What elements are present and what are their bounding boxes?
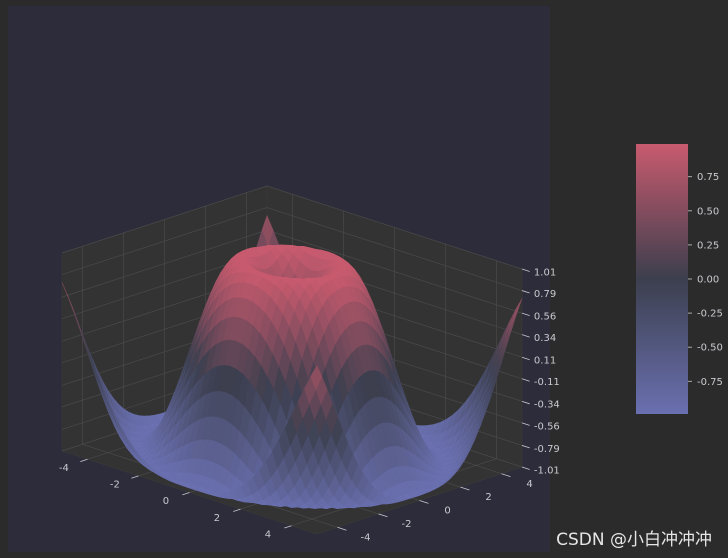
x-tick-mark	[131, 475, 139, 479]
grid-line	[266, 207, 523, 291]
y-tick-label: 0	[444, 506, 450, 517]
surface-mesh	[61, 214, 523, 510]
watermark: CSDN @小白冲冲冲	[556, 530, 712, 550]
y-tick-label: -2	[402, 519, 412, 530]
z-tick-mark	[521, 422, 530, 426]
colorbar-gradient	[636, 144, 688, 414]
grid-line	[266, 185, 523, 270]
x-tick-label: 0	[163, 496, 169, 507]
z-tick-label: 0.34	[534, 333, 556, 344]
z-tick-mark	[521, 400, 530, 405]
y-tick-label: -4	[361, 532, 371, 543]
z-tick-mark	[521, 356, 530, 361]
z-tick-mark	[521, 334, 530, 338]
grid-line	[61, 185, 268, 254]
z-tick-mark	[521, 268, 530, 272]
z-tick-label: 1.01	[534, 267, 556, 278]
z-tick-mark	[521, 290, 530, 294]
y-tick-label: 2	[485, 492, 491, 503]
z-tick-mark	[521, 445, 530, 449]
x-tick-label: 2	[214, 513, 220, 524]
y-tick-mark	[501, 473, 511, 477]
grid-line	[61, 229, 268, 298]
grid-line	[266, 229, 523, 314]
x-axis-ticks: -4 -2 0 2 4	[59, 458, 292, 540]
grid-line	[61, 207, 268, 275]
x-tick-mark	[80, 458, 88, 463]
colorbar-tick-label: -0.75	[697, 377, 723, 388]
colorbar-tick-label: 0.00	[697, 275, 719, 286]
surface-facet	[310, 365, 323, 391]
y-axis-ticks: -4 -2 0 2 4	[337, 473, 533, 543]
x-tick-mark	[233, 508, 241, 512]
colorbar-tick-label: 0.50	[697, 206, 719, 217]
y-tick-label: 4	[526, 479, 532, 490]
y-tick-mark	[460, 486, 470, 491]
z-tick-mark	[521, 466, 530, 470]
z-tick-mark	[521, 378, 530, 382]
z-tick-mark	[521, 312, 530, 316]
y-tick-mark	[419, 500, 429, 504]
colorbar-tick-label: -0.25	[697, 309, 723, 320]
z-tick-label: -0.34	[534, 400, 560, 411]
colorbar-tick-label: 0.75	[697, 172, 719, 183]
colorbar-tick-label: 0.25	[697, 240, 719, 251]
z-tick-label: -0.56	[534, 421, 560, 432]
colorbar: -0.75 -0.50 -0.25 0.00 0.25 0.50 0.75	[636, 144, 723, 414]
z-tick-label: 0.11	[534, 356, 556, 367]
y-tick-mark	[378, 513, 388, 518]
z-tick-label: 0.79	[534, 289, 556, 300]
x-tick-label: -4	[59, 463, 69, 474]
x-tick-mark	[284, 525, 292, 529]
x-tick-mark	[182, 492, 190, 496]
z-tick-label: 0.56	[534, 312, 556, 323]
x-tick-label: -2	[110, 480, 120, 491]
z-tick-label: -1.01	[534, 465, 560, 476]
z-tick-label: -0.79	[534, 444, 560, 455]
z-tick-label: -0.11	[534, 377, 560, 388]
x-tick-label: 4	[265, 529, 271, 540]
colorbar-tick-label: -0.50	[697, 343, 723, 354]
z-axis-ticks: -1.01 -0.79 -0.56 -0.34 -0.11 0.11 0.34 0.56 0.7…	[521, 267, 560, 476]
y-tick-mark	[337, 526, 347, 531]
